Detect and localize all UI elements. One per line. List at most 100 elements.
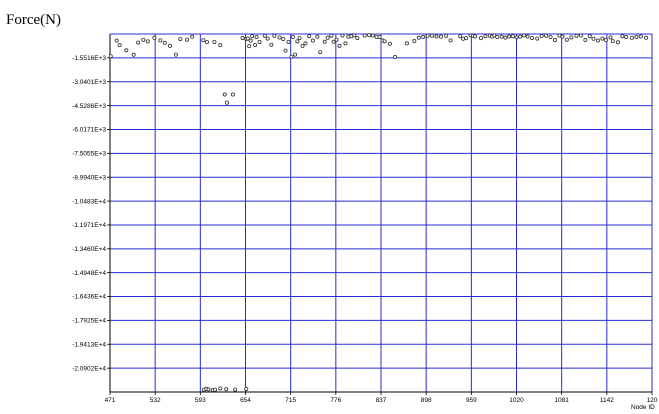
data-point [293, 52, 298, 57]
x-tick-label: 1081 [554, 397, 569, 404]
data-point [412, 39, 417, 44]
data-point [434, 34, 439, 39]
x-tick-label: 715 [285, 397, 296, 404]
data-point [114, 38, 119, 43]
data-point [286, 39, 291, 44]
data-point [222, 92, 227, 97]
data-point [244, 386, 249, 391]
y-tick-label: -1.9413E+4 [72, 341, 106, 348]
data-point [539, 34, 544, 39]
data-point [564, 37, 569, 42]
data-point [283, 48, 288, 53]
data-point [425, 33, 430, 38]
data-point [370, 33, 375, 38]
data-point [141, 37, 146, 42]
data-point [483, 34, 488, 39]
data-point [444, 33, 449, 38]
y-tick-label: -7.5055E+3 [72, 151, 106, 158]
data-point [393, 55, 398, 60]
y-axis-title: Force(N) [6, 12, 61, 28]
data-point [416, 35, 421, 40]
data-point [158, 38, 163, 43]
y-tick-labels: -1.5516E+3 -3.0401E+3 -4.5286E+3 -6.0171E+3… [72, 55, 106, 372]
y-tick-label: -2.0902E+4 [72, 365, 106, 372]
data-point [145, 39, 150, 44]
data-point [117, 43, 122, 48]
data-point [503, 35, 508, 40]
data-point [478, 36, 483, 41]
data-point [495, 34, 500, 39]
data-point [518, 34, 523, 39]
data-point [248, 38, 253, 43]
data-point [108, 54, 113, 59]
data-point [212, 39, 217, 44]
data-point [218, 43, 223, 48]
data-point [201, 38, 206, 43]
x-tick-label: 1020 [509, 397, 524, 404]
data-point [377, 34, 382, 39]
x-tick-label: 593 [195, 397, 206, 404]
data-point [257, 39, 262, 44]
data-point [162, 40, 167, 45]
data-point [281, 37, 286, 42]
data-point [315, 34, 320, 39]
data-point [307, 34, 312, 39]
x-tick-label: 1142 [600, 397, 614, 404]
data-point [530, 35, 535, 40]
data-point [218, 386, 223, 391]
data-point [224, 100, 229, 105]
data-point [167, 43, 172, 48]
data-point [525, 34, 530, 39]
y-tick-label: -1.3460E+4 [72, 246, 106, 253]
y-tick-label: -4.5286E+3 [72, 103, 106, 110]
data-point [438, 34, 443, 39]
data-point [318, 50, 323, 55]
data-point [464, 36, 469, 41]
x-tick-label: 837 [376, 397, 387, 404]
data-point [514, 35, 519, 40]
y-tick-label: -1.4948E+4 [72, 270, 106, 277]
x-tick-label: 898 [421, 397, 432, 404]
data-point [421, 34, 426, 39]
data-point [240, 35, 245, 40]
data-point [310, 38, 315, 43]
y-tick-label: -1.5516E+3 [72, 55, 106, 62]
data-point [591, 36, 596, 41]
data-point [553, 38, 558, 43]
data-point [604, 38, 609, 43]
data-point [206, 387, 211, 392]
data-point [262, 33, 267, 38]
data-point [610, 39, 615, 44]
y-tick-label: -1.1971E+4 [72, 222, 106, 229]
data-point [322, 39, 327, 44]
data-point [352, 33, 357, 38]
data-point [224, 387, 229, 392]
data-point [569, 35, 574, 40]
data-point [499, 34, 504, 39]
data-point [595, 38, 600, 43]
data-point [608, 35, 613, 40]
data-point [430, 33, 435, 38]
data-point [300, 43, 305, 48]
data-point [578, 33, 583, 38]
data-point [510, 34, 515, 39]
data-point [297, 36, 302, 41]
data-point [253, 43, 258, 48]
data-point [448, 38, 453, 43]
data-point [250, 34, 255, 39]
x-tick-label: 471 [105, 397, 116, 404]
data-point [574, 33, 579, 38]
data-point [289, 54, 294, 59]
data-point [277, 35, 282, 40]
data-point [290, 34, 295, 39]
y-tick-label: -6.0171E+3 [72, 127, 106, 134]
data-point [404, 41, 409, 46]
y-tick-label: -1.7925E+4 [72, 318, 106, 325]
data-point [587, 34, 592, 39]
x-tick-label: 120 [647, 397, 658, 404]
data-point [233, 387, 238, 392]
data-point [644, 35, 649, 40]
data-point [124, 48, 129, 53]
x-axis-title: Node ID [631, 404, 655, 411]
data-point [340, 33, 345, 38]
